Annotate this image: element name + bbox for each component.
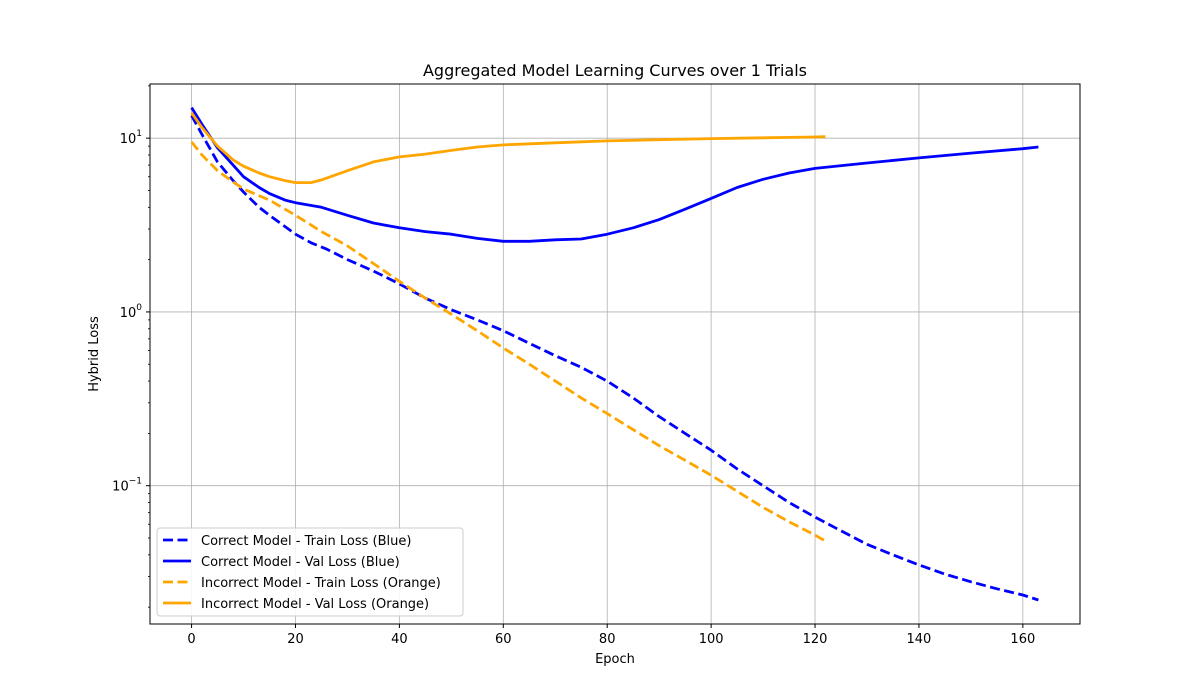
legend-label: Correct Model - Train Loss (Blue)	[201, 534, 411, 549]
x-tick-label: 160	[1010, 632, 1035, 647]
series-line-2	[190, 106, 1039, 243]
x-tick-label: 60	[495, 632, 512, 647]
legend-box	[156, 527, 464, 617]
legend-label: Incorrect Model - Train Loss (Orange)	[201, 576, 441, 591]
legend: Correct Model - Train Loss (Blue) Correct…	[156, 527, 464, 617]
series-line-4	[190, 111, 826, 184]
x-tick-label: 120	[803, 632, 828, 647]
plot-frame	[149, 83, 1081, 625]
y-tick-label: 100	[120, 303, 143, 321]
series-lines	[190, 106, 1039, 602]
x-axis-label: Epoch	[595, 652, 635, 667]
x-tick-label: 100	[699, 632, 724, 647]
x-tick-label: 0	[187, 632, 195, 647]
axis-ticks: 0 20 40 60 80 100 120 140 160 10−1 100 101	[112, 85, 1035, 647]
x-tick-label: 20	[287, 632, 304, 647]
chart-title: Aggregated Model Learning Curves over 1 …	[423, 61, 807, 80]
y-tick-label: 10−1	[112, 477, 142, 495]
x-tick-label: 140	[907, 632, 932, 647]
legend-label: Correct Model - Val Loss (Blue)	[201, 555, 400, 570]
x-tick-label: 40	[391, 632, 408, 647]
x-tick-label: 80	[599, 632, 616, 647]
grid	[150, 84, 1080, 624]
legend-label: Incorrect Model - Val Loss (Orange)	[201, 597, 429, 612]
y-axis-label: Hybrid Loss	[87, 316, 102, 392]
y-tick-label: 101	[120, 129, 142, 147]
series-line-1	[190, 114, 1039, 602]
